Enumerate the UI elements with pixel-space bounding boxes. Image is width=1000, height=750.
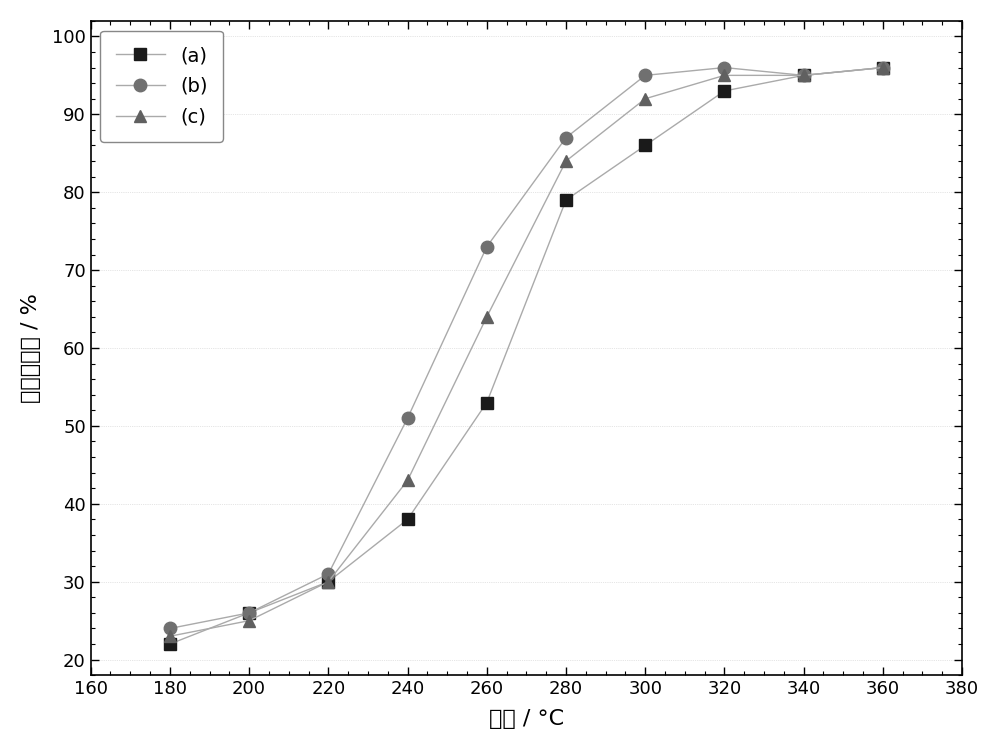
(b) [718,63,730,72]
(c) [798,70,810,80]
(b) [322,569,334,578]
(b) [243,608,255,617]
(b) [164,624,176,633]
(a) [322,578,334,586]
(c) [718,70,730,80]
(c) [481,312,493,321]
(b) [798,70,810,80]
(c) [639,94,651,104]
(b) [560,134,572,142]
Legend: (a), (b), (c): (a), (b), (c) [100,31,223,142]
(a) [481,398,493,407]
(c) [164,632,176,640]
(a) [798,70,810,80]
Line: (a): (a) [164,62,888,650]
Line: (b): (b) [164,62,889,634]
(b) [877,63,889,72]
(b) [481,242,493,251]
(a) [164,640,176,649]
X-axis label: 温度 / °C: 温度 / °C [489,710,564,729]
(c) [402,476,414,485]
Y-axis label: 甲苯转化率 / %: 甲苯转化率 / % [21,293,41,403]
(a) [718,86,730,95]
(a) [560,196,572,205]
(a) [877,63,889,72]
(c) [243,616,255,626]
(a) [402,515,414,524]
(a) [639,141,651,150]
(b) [639,70,651,80]
(a) [243,608,255,617]
Line: (c): (c) [164,62,889,643]
(b) [402,413,414,422]
(c) [877,63,889,72]
(c) [322,578,334,586]
(c) [560,157,572,166]
